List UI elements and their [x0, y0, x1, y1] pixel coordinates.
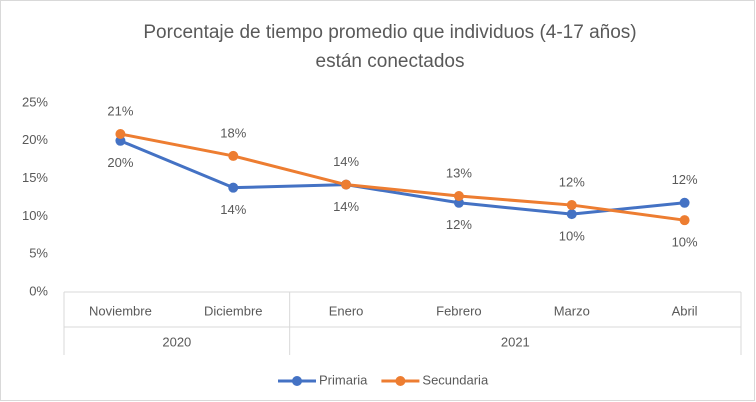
data-label: 10%: [559, 229, 585, 244]
x-group-label: 2020: [162, 334, 191, 349]
data-label: 10%: [672, 235, 698, 250]
legend-label: Primaria: [319, 372, 368, 387]
y-tick-label: 5%: [29, 246, 48, 261]
data-point: [453, 190, 464, 201]
data-point: [341, 179, 352, 190]
data-label: 18%: [220, 125, 246, 140]
data-label: 21%: [107, 103, 133, 118]
legend-label: Secundaria: [422, 372, 489, 387]
x-tick-label: Diciembre: [204, 303, 263, 318]
y-tick-label: 20%: [22, 132, 48, 147]
data-point: [228, 150, 239, 161]
chart-title: Porcentaje de tiempo promedio que indivi…: [143, 22, 636, 43]
y-tick-label: 0%: [29, 283, 48, 298]
data-point: [679, 197, 690, 208]
data-point: [228, 182, 239, 193]
data-point: [115, 128, 126, 139]
series-line: [120, 132, 685, 222]
x-tick-label: Febrero: [436, 303, 482, 318]
chart-title: están conectados: [316, 51, 465, 72]
x-tick-label: Abril: [672, 303, 698, 318]
data-label: 14%: [220, 202, 246, 217]
x-group-label: 2021: [501, 334, 530, 349]
legend-swatch: [292, 376, 302, 386]
data-point: [566, 209, 577, 220]
y-tick-label: 10%: [22, 208, 48, 223]
data-label: 12%: [672, 172, 698, 187]
data-label: 13%: [446, 165, 472, 180]
data-point: [566, 200, 577, 211]
legend-swatch: [395, 376, 406, 386]
data-label: 12%: [446, 217, 472, 232]
y-tick-label: 25%: [22, 94, 48, 109]
data-label: 14%: [333, 199, 359, 214]
x-tick-label: Enero: [329, 303, 364, 318]
data-label: 14%: [333, 154, 359, 169]
y-tick-label: 15%: [22, 170, 48, 185]
series-line: [119, 139, 685, 216]
data-label: 20%: [107, 155, 133, 170]
x-tick-label: Marzo: [554, 303, 590, 318]
data-label: 12%: [559, 174, 585, 189]
data-point: [679, 215, 690, 226]
x-tick-label: Noviembre: [89, 303, 152, 318]
